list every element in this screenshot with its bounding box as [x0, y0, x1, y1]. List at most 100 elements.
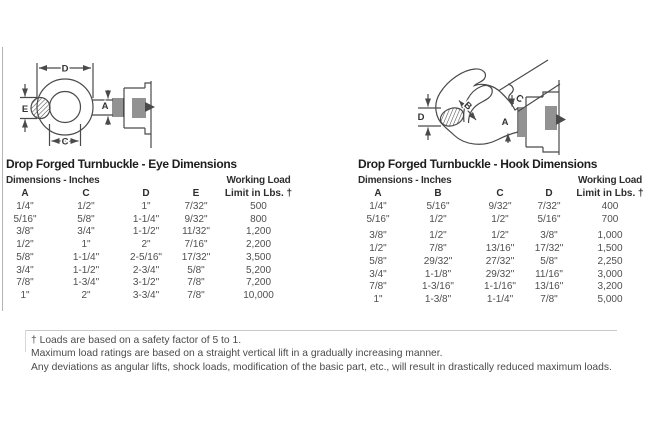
table-cell: 5/8"	[540, 255, 558, 267]
table-cell: 3,200	[597, 281, 623, 293]
thread-tip-arrow	[556, 114, 566, 125]
table-row: 5/8" 29/32" 27/32" 5/8" 2,250	[352, 256, 650, 269]
table-row: 3/8" 1/2" 1/2" 3/8" 1,000	[352, 230, 650, 243]
footnote-line: † Loads are based on a safety factor of …	[31, 335, 242, 346]
eye-turnbuckle-diagram: D E A C	[20, 62, 155, 149]
table-cell: 1/2"	[369, 243, 387, 254]
table-cell: 1/2"	[77, 200, 95, 212]
table-cell: 5,000	[597, 294, 623, 305]
table-cell: 3,500	[245, 251, 272, 263]
table-cell: 1-1/2"	[72, 264, 100, 276]
table-cell: 1-1/2"	[132, 226, 160, 238]
table-cell: 5/8"	[16, 251, 34, 263]
dimensions-inches-label: Dimensions - Inches	[358, 175, 452, 186]
table-cell: 5/16"	[366, 213, 390, 225]
table-cell: 2,250	[597, 255, 623, 267]
eye-table-title: Drop Forged Turnbuckle - Eye Dimensions	[6, 157, 237, 171]
table-cell: 1,500	[597, 243, 623, 254]
table-row: 1/2" 7/8" 13/16" 17/32" 1,500	[352, 243, 650, 256]
hook-diagram-lines	[418, 59, 566, 155]
working-load-label: Working Load	[226, 175, 291, 186]
column-header: C	[82, 188, 90, 199]
table-cell: 3/4"	[16, 264, 34, 276]
column-header: E	[192, 188, 200, 199]
table-cell: 1"	[373, 294, 383, 305]
table-row: 7/8" 1-3/16" 1-1/16" 13/16" 3,200	[352, 281, 650, 294]
table-cell: 5,200	[245, 264, 272, 276]
table-cell: 1"	[20, 290, 30, 301]
table-cell: 29/32"	[485, 268, 515, 280]
eye-dim-label-d: D	[62, 64, 69, 75]
table-cell: 7,200	[245, 277, 272, 289]
table-cell: 1/2"	[429, 230, 447, 242]
table-row: 3/8" 3/4" 1-1/2" 11/32" 1,200	[0, 226, 295, 239]
table-cell: 3/8"	[16, 226, 34, 238]
table-cell: 5/8"	[369, 255, 387, 267]
eye-table-column-headers: A C D E Limit in Lbs. †	[0, 188, 295, 201]
table-cell: 17/32"	[181, 251, 211, 263]
table-cell: 7/8"	[16, 277, 34, 289]
table-cell: 3/4"	[369, 268, 387, 280]
column-header: A	[21, 188, 29, 199]
column-header: D	[142, 188, 150, 199]
table-cell: 1"	[141, 200, 151, 212]
hook-dim-label-c: C	[513, 92, 525, 105]
table-row: 1/4" 5/16" 9/32" 7/32" 400	[352, 201, 650, 214]
table-cell: 9/32"	[184, 213, 208, 225]
table-cell: 400	[601, 200, 619, 212]
table-cell: 1/2"	[491, 213, 509, 225]
table-row: 1" 1-3/8" 1-1/4" 7/8" 5,000	[352, 294, 650, 307]
eye-dim-label-e: E	[22, 104, 28, 115]
table-cell: 1-3/8"	[424, 294, 452, 305]
table-cell: 27/32"	[485, 255, 515, 267]
column-header: Limit in Lbs. †	[576, 188, 644, 199]
table-cell: 10,000	[243, 290, 274, 301]
table-row: 1" 2" 3-3/4" 7/8" 10,000	[0, 290, 295, 303]
table-row: 3/4" 1-1/8" 29/32" 11/16" 3,000	[352, 269, 650, 282]
table-cell: 2"	[81, 290, 91, 301]
table-cell: 29/32"	[423, 255, 453, 267]
table-cell: 1/2"	[16, 239, 34, 250]
hook-table-rows: 1/4" 5/16" 9/32" 7/32" 400 5/16" 1/2" 1/…	[352, 201, 650, 307]
table-cell: 13/16"	[485, 243, 515, 254]
table-cell: 1-3/4"	[72, 277, 100, 289]
table-row: 5/8" 1-1/4" 2-5/16" 17/32" 3,500	[0, 252, 295, 265]
table-cell: 5/16"	[13, 213, 37, 225]
table-cell: 800	[250, 213, 267, 225]
table-row: 1/2" 1" 2" 7/16" 2,200	[0, 239, 295, 252]
eye-table-rows: 1/4" 1/2" 1" 7/32" 500 5/16" 5/8" 1-1/4"…	[0, 201, 295, 303]
table-cell: 7/8"	[187, 290, 205, 301]
footnote-line: Any deviations as angular lifts, shock l…	[31, 361, 612, 373]
table-cell: 2-5/16"	[130, 251, 162, 263]
table-cell: 3,000	[597, 268, 623, 280]
table-cell: 2-3/4"	[132, 264, 160, 276]
table-cell: 1/2"	[429, 213, 447, 225]
table-row: 7/8" 1-3/4" 3-1/2" 7/8" 7,200	[0, 277, 295, 290]
table-cell: 1-1/8"	[424, 268, 452, 280]
table-cell: 13/16"	[534, 281, 564, 293]
hook-table-subheader: Dimensions - Inches Working Load	[352, 175, 650, 187]
table-cell: 5/16"	[426, 200, 450, 212]
hook-table-title: Drop Forged Turnbuckle - Hook Dimensions	[358, 157, 598, 171]
hook-turnbuckle-diagram: D B C A	[416, 59, 566, 155]
page-left-border	[2, 47, 3, 311]
table-cell: 5/8"	[187, 264, 205, 276]
eye-table-subheader: Dimensions - Inches Working Load	[0, 175, 295, 187]
footnote-left-border	[25, 330, 26, 352]
table-cell: 1-3/16"	[422, 281, 454, 293]
table-cell: 9/32"	[488, 200, 512, 212]
table-cell: 3/4"	[77, 226, 95, 238]
hook-dimensions-table: Drop Forged Turnbuckle - Hook Dimensions…	[352, 157, 650, 307]
table-cell: 1/2"	[491, 230, 509, 242]
table-cell: 7/8"	[429, 243, 447, 254]
table-cell: 1"	[81, 239, 91, 250]
thread-tip-arrow	[145, 102, 155, 112]
table-cell: 700	[601, 213, 619, 225]
table-row: 1/4" 1/2" 1" 7/32" 500	[0, 201, 295, 214]
hook-dim-label-d: D	[418, 112, 425, 123]
table-cell: 3-3/4"	[132, 290, 160, 301]
table-cell: 2"	[141, 239, 151, 250]
table-cell: 3-1/2"	[132, 277, 160, 289]
table-cell: 7/16"	[184, 239, 208, 250]
